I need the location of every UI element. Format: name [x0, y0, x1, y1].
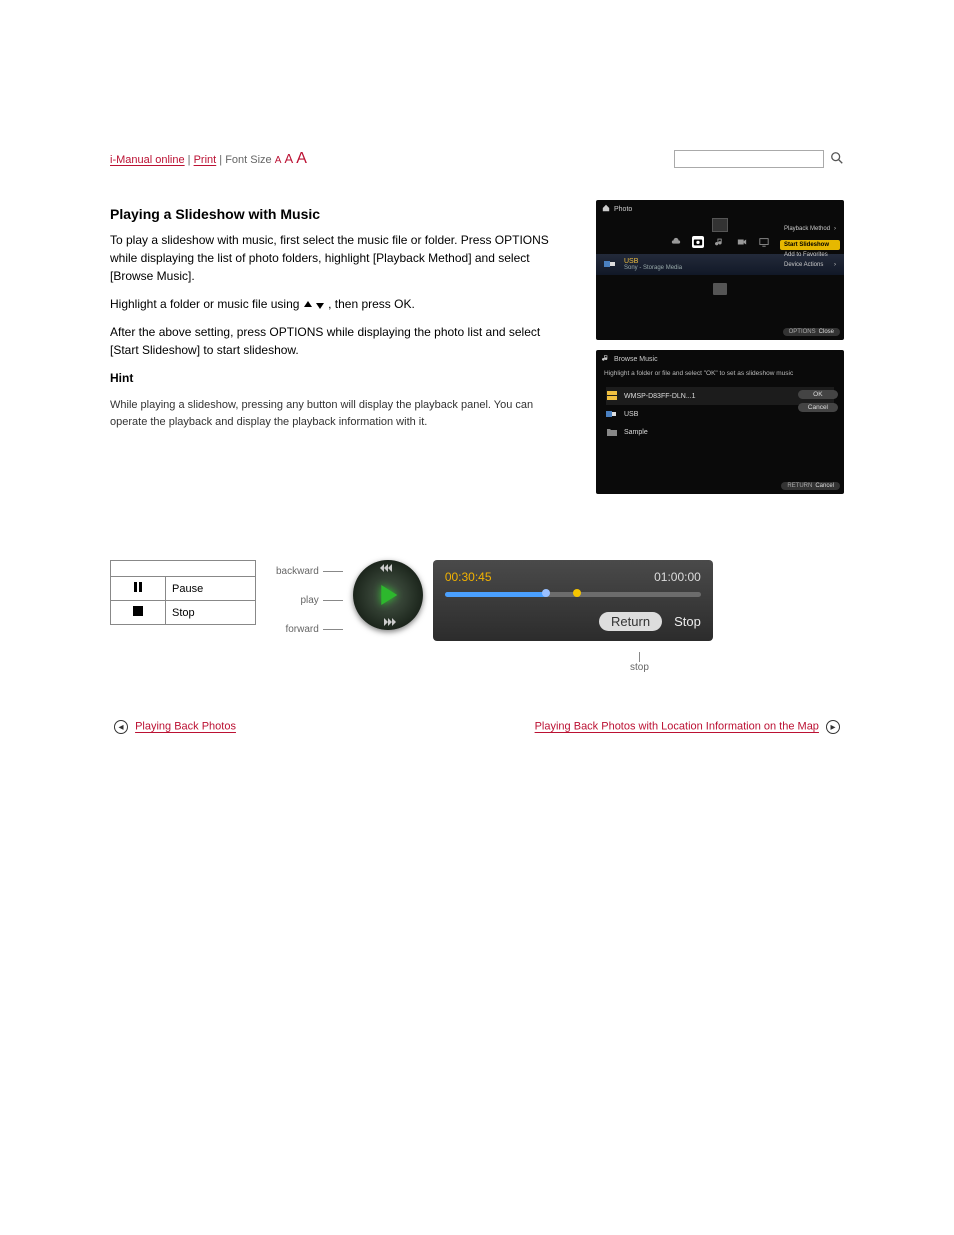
annot-forward: forward — [285, 624, 318, 635]
folder-icon — [606, 426, 618, 438]
usb-icon — [606, 408, 618, 420]
sidemenu-device-actions[interactable]: Device Actions› — [780, 260, 840, 270]
sidemenu-playback-method[interactable]: Playback Method› — [780, 224, 840, 234]
ok-button[interactable]: OK — [798, 390, 838, 399]
sidemenu-start-slideshow[interactable]: Start Slideshow — [780, 240, 840, 250]
font-size-large[interactable]: A — [296, 150, 307, 167]
music-item-label: WMSP-D83FF-DLN...1 — [624, 393, 696, 400]
return-button[interactable]: Return — [599, 612, 662, 631]
search-input[interactable] — [674, 150, 824, 168]
browse-music-explain: Highlight a folder or file and select "O… — [596, 368, 844, 383]
tv-panel-browse-music: Browse Music Highlight a folder or file … — [596, 350, 844, 494]
prev-link[interactable]: Playing Back Photos — [135, 721, 236, 733]
close-badge: OPTIONSClose — [783, 328, 840, 336]
home-icon — [602, 204, 610, 214]
pause-icon — [111, 577, 166, 601]
tv-panel-title: Photo — [614, 206, 632, 213]
annot-backward: backward — [276, 566, 319, 577]
next-link[interactable]: Playing Back Photos with Location Inform… — [535, 721, 819, 733]
breadcrumb-print-link[interactable]: Print — [194, 154, 217, 166]
instruction-p3: After the above setting, press OPTIONS w… — [110, 323, 566, 359]
browse-music-title: Browse Music — [614, 356, 658, 363]
instruction-p1: To play a slideshow with music, first se… — [110, 231, 566, 285]
category-cloud-icon[interactable] — [670, 236, 682, 248]
controls-table: Pause Stop — [110, 560, 256, 625]
category-tv-icon[interactable] — [758, 236, 770, 248]
return-badge: RETURNCancel — [781, 482, 840, 490]
chevron-right-icon: › — [834, 262, 836, 268]
server-icon — [606, 390, 618, 402]
options-sidemenu: Playback Method› Start Slideshow Add to … — [780, 224, 840, 270]
breadcrumb-home-link[interactable]: i-Manual online — [110, 154, 185, 166]
music-item-label: Sample — [624, 429, 648, 436]
music-item-label: USB — [624, 411, 638, 418]
hint-body: While playing a slideshow, pressing any … — [110, 397, 566, 430]
breadcrumb: i-Manual online | Print | Font Size A A … — [110, 150, 307, 168]
progress-panel: 00:30:45 01:00:00 Return Stop — [433, 560, 713, 641]
skip-fwd-icon[interactable] — [378, 618, 398, 626]
thumb-preview — [712, 218, 728, 232]
folder-icon — [713, 283, 727, 295]
music-icon — [602, 354, 610, 364]
prev-icon[interactable]: ◂ — [114, 720, 128, 734]
seek-bar[interactable] — [445, 590, 701, 600]
device-label: USB — [624, 258, 682, 265]
up-down-arrows-icon — [303, 300, 325, 310]
table-row: Pause — [111, 577, 256, 601]
pause-label: Pause — [166, 577, 256, 601]
breadcrumb-fontsize-label: Font Size — [225, 154, 271, 166]
sidemenu-add-favorites[interactable]: Add to Favorites — [780, 250, 840, 260]
font-size-medium[interactable]: A — [284, 151, 293, 166]
category-music-icon[interactable] — [714, 236, 726, 248]
annot-stop: stop — [630, 652, 649, 673]
category-camera-icon[interactable] — [692, 236, 704, 248]
play-icon[interactable] — [381, 585, 397, 605]
stop-button[interactable]: Stop — [674, 614, 701, 629]
instruction-column: Playing a Slideshow with Music To play a… — [110, 200, 566, 494]
player-disc — [353, 560, 423, 630]
current-time: 00:30:45 — [445, 570, 492, 584]
player-illustration: backward play forward 00:30:45 01:00:00 — [276, 560, 713, 641]
device-sub: Sony - Storage Media — [624, 265, 682, 271]
next-icon[interactable]: ▸ — [826, 720, 840, 734]
page-title: Playing a Slideshow with Music — [110, 204, 566, 225]
skip-back-icon[interactable] — [378, 564, 398, 572]
annot-play: play — [300, 595, 318, 606]
stop-label: Stop — [166, 601, 256, 625]
font-size-small[interactable]: A — [275, 155, 282, 166]
stop-icon — [111, 601, 166, 625]
hint-title: Hint — [110, 371, 133, 385]
usb-icon — [604, 259, 618, 271]
table-row: Stop — [111, 601, 256, 625]
cancel-button[interactable]: Cancel — [798, 403, 838, 412]
search-icon[interactable] — [830, 151, 844, 168]
instruction-p2: Highlight a folder or music file using ,… — [110, 295, 566, 313]
music-item-sample[interactable]: Sample — [606, 423, 834, 441]
category-video-icon[interactable] — [736, 236, 748, 248]
chevron-right-icon: › — [834, 226, 836, 232]
total-time: 01:00:00 — [654, 570, 701, 584]
tv-panel-photo: Photo USB Sony - Storage Media — [596, 200, 844, 340]
